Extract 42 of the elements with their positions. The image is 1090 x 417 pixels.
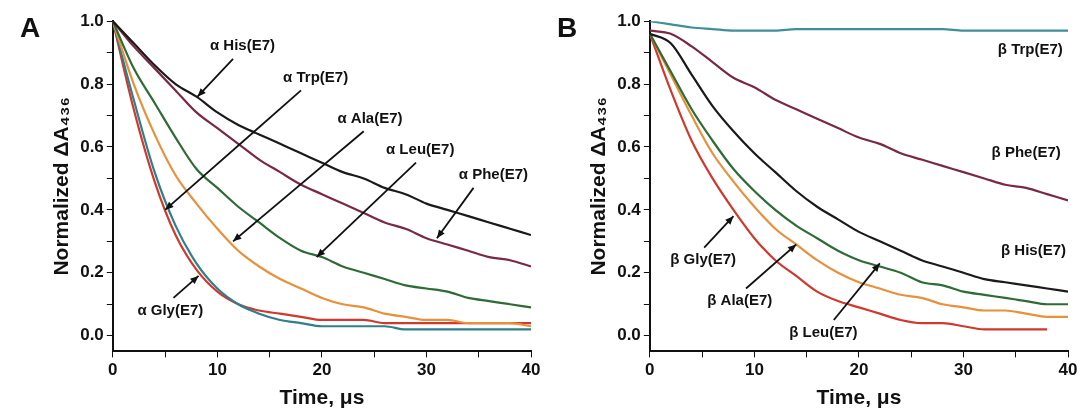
- annotation: α Trp(E7): [283, 67, 349, 85]
- x-tick-label: 0: [645, 360, 655, 380]
- annotation: β His(E7): [1000, 240, 1067, 258]
- y-axis-title: Normalized ΔA₄₃₆: [586, 97, 610, 276]
- y-tick-label: 0.6: [80, 136, 104, 156]
- x-tick-label: 10: [744, 360, 764, 380]
- x-axis-title: Time, μs: [816, 385, 902, 409]
- x-tick-label: 0: [108, 360, 118, 380]
- annotation: α Gly(E7): [137, 300, 204, 318]
- y-tick-label: 0.0: [80, 325, 104, 345]
- y-tick-label: 0.8: [80, 73, 104, 93]
- annotation: β Trp(E7): [997, 39, 1063, 57]
- annotation: α Ala(E7): [337, 108, 403, 126]
- y-axis-title: Normalized ΔA₄₃₆: [49, 97, 73, 276]
- x-tick-label: 40: [1058, 360, 1078, 380]
- x-tick-label: 10: [207, 360, 227, 380]
- y-tick-label: 1.0: [80, 10, 104, 30]
- x-tick-label: 20: [312, 360, 332, 380]
- x-tick-label: 40: [521, 360, 541, 380]
- annotation: α Phe(E7): [458, 165, 528, 183]
- y-tick-label: 0.2: [617, 262, 641, 282]
- line-series: [649, 21, 1068, 32]
- annotation: β Ala(E7): [707, 291, 773, 309]
- annotation: α His(E7): [209, 36, 275, 54]
- x-tick-label: 30: [417, 360, 436, 380]
- y-tick-label: 0.4: [617, 199, 642, 219]
- annotation: β Leu(E7): [789, 322, 858, 340]
- y-tick-label: 0.0: [617, 325, 641, 345]
- chart-title: B: [557, 12, 578, 44]
- x-axis-title: Time, μs: [279, 385, 365, 409]
- y-tick-label: 0.8: [617, 73, 641, 93]
- x-tick-label: 30: [954, 360, 973, 380]
- annotation: α Leu(E7): [385, 140, 455, 158]
- annotation: β Phe(E7): [991, 143, 1061, 161]
- line-series: [649, 29, 1068, 202]
- y-tick-label: 0.6: [617, 136, 641, 156]
- annotation: β Gly(E7): [670, 250, 737, 268]
- y-tick-label: 0.2: [80, 262, 104, 282]
- chart-title: A: [20, 12, 41, 44]
- y-tick-label: 1.0: [617, 10, 641, 30]
- x-tick-label: 20: [849, 360, 869, 380]
- y-tick-label: 0.4: [80, 199, 105, 219]
